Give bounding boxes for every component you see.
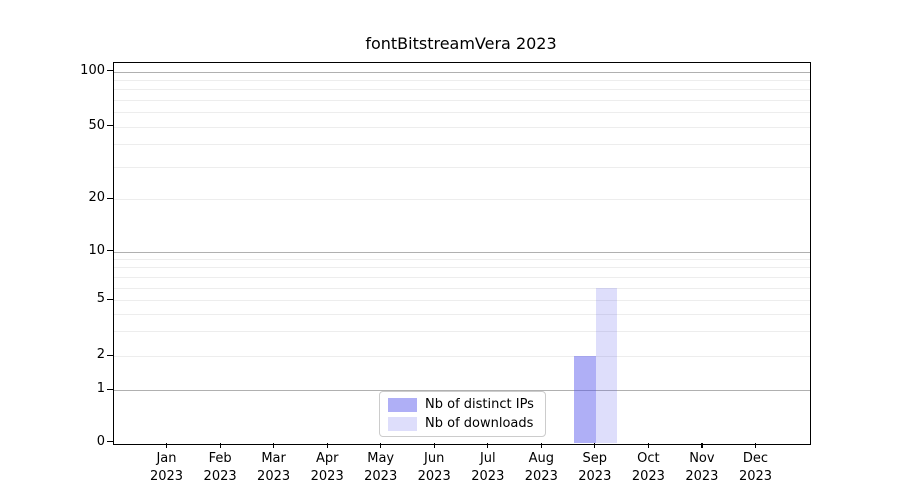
x-tick-mark-jul — [487, 443, 489, 448]
x-tick-mark-sep — [594, 443, 596, 448]
x-tick-label-jan: Jan 2023 — [149, 451, 184, 484]
x-tick-mark-jan — [166, 443, 168, 448]
legend-entry-downloads: Nb of downloads — [388, 416, 537, 431]
x-tick-mark-apr — [326, 443, 328, 448]
y-tick-mark-100 — [107, 70, 113, 72]
minor-gridline-40 — [114, 144, 810, 146]
x-tick-label-aug: Aug 2023 — [524, 451, 558, 484]
minor-gridline-7 — [114, 276, 810, 278]
minor-gridline-30 — [114, 167, 810, 168]
minor-gridline-50 — [114, 126, 810, 128]
y-tick-label-10: 10 — [88, 242, 105, 258]
distinct-ips-bar-sep — [574, 356, 596, 443]
legend-swatch-distinct-ips — [388, 397, 417, 412]
x-tick-mark-aug — [540, 443, 542, 448]
y-tick-label-5: 5 — [96, 291, 105, 307]
x-tick-label-sep: Sep 2023 — [578, 451, 612, 484]
y-tick-mark-10 — [107, 250, 113, 252]
x-tick-label-jul: Jul 2023 — [471, 451, 505, 484]
y-tick-label-1: 1 — [96, 381, 105, 396]
y-tick-mark-0 — [107, 441, 113, 443]
x-tick-label-may: May 2023 — [364, 451, 398, 484]
y-tick-mark-2 — [107, 354, 113, 356]
legend-label-distinct-ips: Nb of distinct IPs — [425, 397, 534, 412]
y-tick-mark-5 — [107, 298, 113, 300]
minor-gridline-8 — [114, 267, 810, 269]
x-tick-label-oct: Oct 2023 — [631, 451, 665, 484]
x-tick-label-apr: Apr 2023 — [310, 451, 344, 484]
major-gridline-10 — [114, 251, 810, 253]
y-tick-label-2: 2 — [96, 347, 105, 362]
minor-gridline-60 — [114, 112, 810, 114]
minor-gridline-9 — [114, 259, 810, 261]
minor-gridline-5 — [114, 300, 810, 302]
minor-gridline-2 — [114, 356, 810, 357]
minor-gridline-80 — [114, 89, 810, 91]
y-tick-label-50: 50 — [88, 117, 105, 133]
minor-gridline-20 — [114, 199, 810, 200]
y-tick-mark-1 — [107, 388, 113, 390]
x-tick-mark-feb — [219, 443, 221, 448]
legend: Nb of distinct IPs Nb of downloads — [379, 391, 546, 437]
minor-gridline-70 — [114, 100, 810, 101]
y-tick-label-100: 100 — [80, 62, 105, 78]
y-tick-mark-20 — [107, 197, 113, 199]
downloads-bar-sep — [595, 287, 618, 443]
x-tick-label-feb: Feb 2023 — [203, 451, 237, 484]
x-tick-mark-dec — [755, 443, 757, 448]
minor-gridline-4 — [114, 313, 810, 315]
x-tick-mark-mar — [273, 443, 275, 448]
legend-label-downloads: Nb of downloads — [425, 416, 534, 431]
x-tick-label-mar: Mar 2023 — [257, 451, 291, 484]
minor-gridline-3 — [114, 331, 810, 333]
x-tick-label-nov: Nov 2023 — [685, 451, 719, 484]
legend-swatch-downloads — [388, 416, 417, 431]
y-tick-label-0: 0 — [96, 433, 105, 449]
chart-title: fontBitstreamVera 2023 — [365, 34, 557, 53]
legend-entry-distinct-ips: Nb of distinct IPs — [388, 397, 537, 412]
x-tick-mark-oct — [647, 443, 650, 448]
minor-gridline-6 — [114, 287, 810, 289]
x-tick-label-jun: Jun 2023 — [417, 451, 451, 484]
y-tick-label-20: 20 — [88, 190, 105, 205]
x-tick-mark-nov — [701, 443, 703, 448]
x-tick-mark-may — [380, 443, 382, 448]
y-tick-mark-50 — [107, 125, 113, 127]
x-tick-label-dec: Dec 2023 — [738, 451, 773, 484]
major-gridline-1 — [114, 390, 810, 391]
major-gridline-100 — [114, 71, 810, 73]
x-tick-mark-jun — [433, 443, 435, 448]
plot-area: Nb of distinct IPs Nb of downloads — [113, 62, 811, 445]
minor-gridline-90 — [114, 80, 810, 82]
